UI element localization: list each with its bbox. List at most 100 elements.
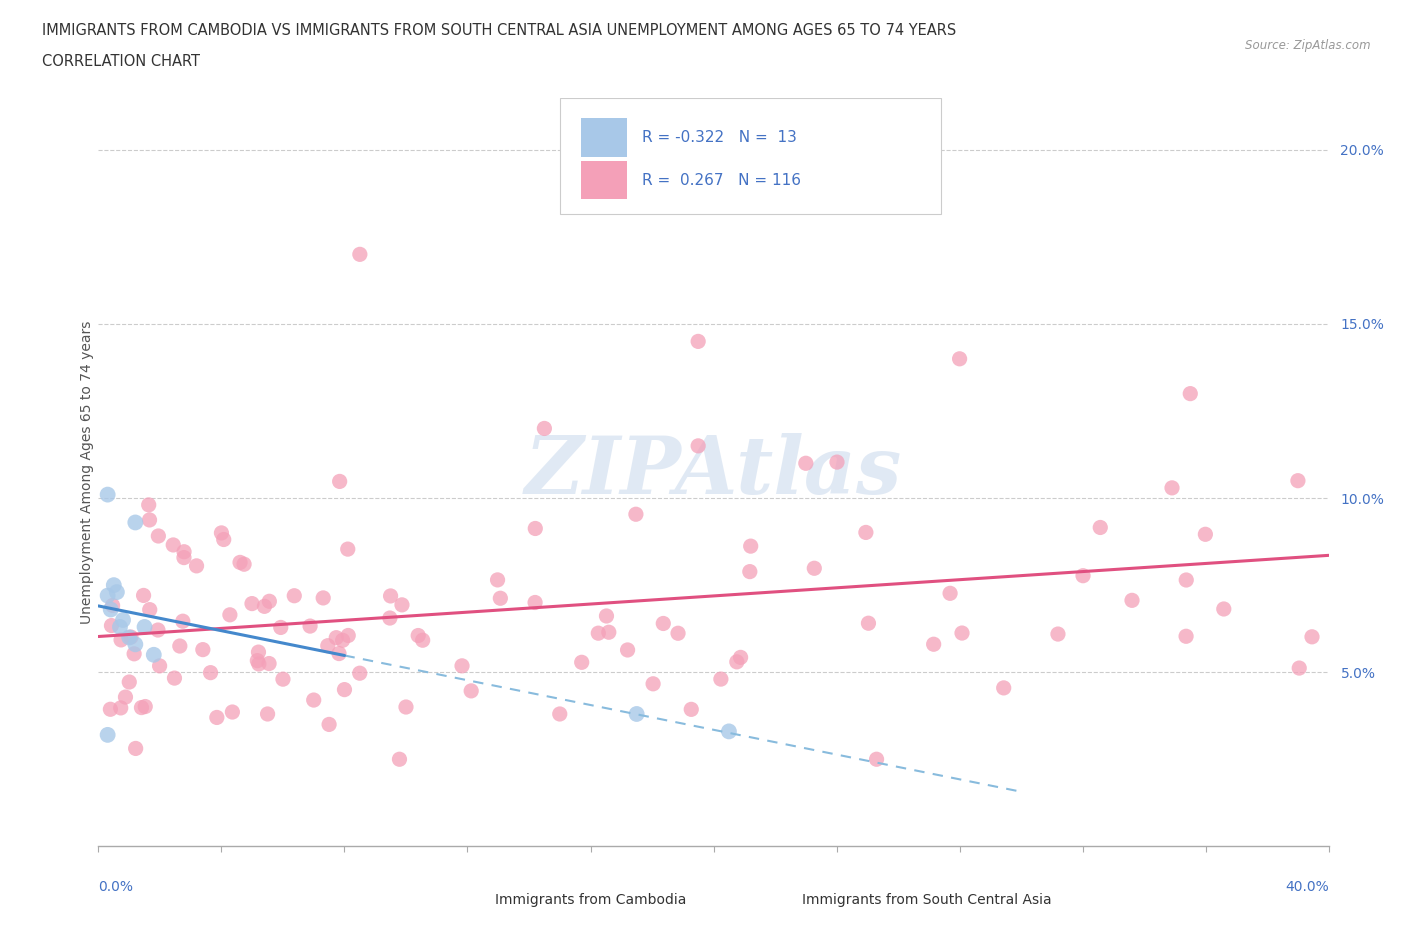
Point [247,657,270,671]
Point [138,498,160,512]
Point [1288,660,1310,675]
Point [100,602,122,617]
Point [253,599,276,614]
Point [169,639,191,654]
Point [725,655,748,670]
Point [138,603,160,618]
Point [949,352,972,366]
Point [316,638,339,653]
Point [1175,573,1198,588]
Point [329,474,352,489]
Text: R = -0.322   N =  13: R = -0.322 N = 13 [643,130,797,145]
Point [325,631,347,645]
Text: Immigrants from Cambodia: Immigrants from Cambodia [495,893,686,907]
Point [349,666,371,681]
Point [598,625,620,640]
Point [337,628,360,643]
Point [825,455,848,470]
Point [1301,630,1323,644]
Point [524,595,547,610]
Point [229,555,252,570]
Point [388,751,411,766]
Point [110,700,132,715]
Point [624,507,647,522]
Point [993,681,1015,696]
Point [219,607,242,622]
Point [97,588,120,603]
Point [212,532,235,547]
Point [233,557,256,572]
Point [112,613,135,628]
Point [124,515,146,530]
Point [101,598,124,613]
Point [865,751,887,766]
Point [332,632,354,647]
Point [588,626,610,641]
Point [132,588,155,603]
Point [922,637,945,652]
Point [1194,527,1216,542]
Point [328,646,350,661]
Point [395,699,418,714]
Point [855,525,877,540]
Point [1071,568,1094,583]
Point [271,671,294,686]
Point [211,525,233,540]
Point [100,618,122,633]
Point [299,618,322,633]
Text: 0.0%: 0.0% [98,880,134,894]
Point [118,674,141,689]
Point [333,683,356,698]
Point [1090,520,1112,535]
Text: Source: ZipAtlas.com: Source: ZipAtlas.com [1246,39,1371,52]
Text: ZIPAtlas: ZIPAtlas [524,433,903,511]
Point [730,650,752,665]
Point [710,671,733,686]
Text: R =  0.267   N = 116: R = 0.267 N = 116 [643,172,801,188]
Point [163,671,186,685]
Point [571,655,593,670]
Point [114,690,136,705]
Point [666,626,689,641]
Point [533,421,555,436]
Point [162,538,184,552]
Text: IMMIGRANTS FROM CAMBODIA VS IMMIGRANTS FROM SOUTH CENTRAL ASIA UNEMPLOYMENT AMON: IMMIGRANTS FROM CAMBODIA VS IMMIGRANTS F… [42,23,956,38]
Point [283,589,305,604]
Point [738,565,761,579]
Point [1161,481,1184,496]
Point [103,578,125,592]
Point [486,573,509,588]
Point [200,665,222,680]
Point [148,528,170,543]
Point [489,591,512,605]
Point [186,558,208,573]
Point [858,616,880,631]
Point [108,619,131,634]
Point [259,594,281,609]
Point [270,620,292,635]
Point [205,710,228,724]
Point [172,614,194,629]
Point [803,561,825,576]
Point [122,646,145,661]
Point [939,586,962,601]
Point [256,707,278,722]
Point [124,741,146,756]
Point [100,702,122,717]
Point [240,596,263,611]
Point [146,622,169,637]
Text: CORRELATION CHART: CORRELATION CHART [42,54,200,69]
Point [149,658,172,673]
Point [391,597,413,612]
Point [247,644,270,659]
Text: Immigrants from South Central Asia: Immigrants from South Central Asia [801,893,1052,907]
Point [312,591,335,605]
Point [740,538,762,553]
Point [302,693,325,708]
Point [688,438,710,453]
Point [380,589,402,604]
Text: 40.0%: 40.0% [1285,880,1329,894]
Point [378,611,401,626]
Point [1212,602,1234,617]
Point [110,632,132,647]
